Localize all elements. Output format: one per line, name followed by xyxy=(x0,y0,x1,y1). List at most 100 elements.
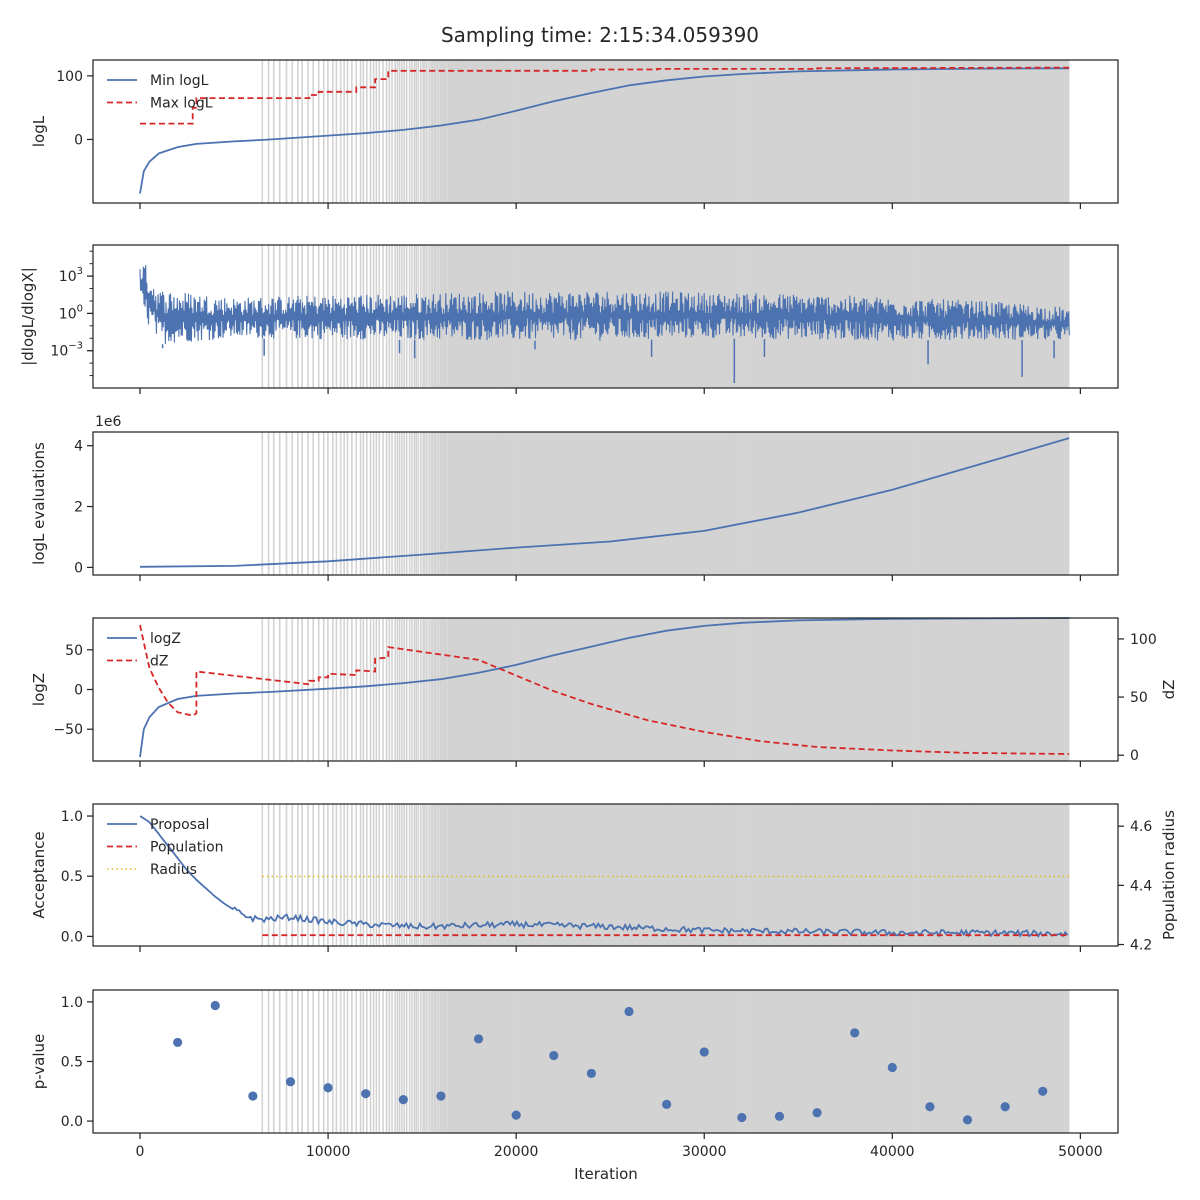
legend-label: Radius xyxy=(150,862,197,878)
shaded-region xyxy=(261,990,1070,1133)
y-tick-label: 10−3 xyxy=(50,341,83,360)
panel-5: 1.0 0.5 0.0 4.6 4.4 4.2 Acceptance Population r… xyxy=(30,803,1178,954)
y-offset-label: 1e6 xyxy=(95,414,122,430)
y-tick-label: 0.5 xyxy=(61,1055,83,1071)
x-ticks xyxy=(139,946,1082,952)
data-point xyxy=(511,1110,521,1120)
y-ticks: 1.0 0.5 0.0 xyxy=(61,809,93,945)
figure-title: Sampling time: 2:15:34.059390 xyxy=(441,23,759,47)
data-point xyxy=(925,1102,935,1112)
data-point xyxy=(887,1062,897,1073)
x-axis-label: Iteration xyxy=(574,1165,638,1183)
data-point xyxy=(586,1068,596,1079)
y-tick-label: 4 xyxy=(74,439,83,455)
y-tick-label: −50 xyxy=(53,722,83,738)
y-ticks-right: 4.6 4.4 4.2 xyxy=(1118,819,1152,954)
y-tick-label: 2 xyxy=(74,500,83,516)
legend-label: Max logL xyxy=(150,96,213,112)
legend: Proposal Population Radius xyxy=(107,817,224,878)
panel-1: 0 100 logL Min logL Max logL xyxy=(30,59,1119,209)
data-point xyxy=(774,1111,785,1121)
y-tick-label: 1.0 xyxy=(61,995,83,1011)
data-point xyxy=(248,1091,258,1101)
y-tick-label-right: 0 xyxy=(1130,748,1139,764)
panel-6: 0 10000 20000 30000 40000 50000 1.0 0.5 0.0 p-val… xyxy=(30,989,1119,1160)
y-tick-label: 0.0 xyxy=(61,929,83,945)
data-point xyxy=(173,1037,183,1048)
y-ticks-right: 100 50 0 xyxy=(1118,632,1157,764)
legend-label: Min logL xyxy=(150,73,209,89)
y-tick-label: 50 xyxy=(65,643,83,659)
x-tick-label: 40000 xyxy=(870,1144,915,1160)
x-ticks xyxy=(139,761,1082,767)
x-tick-label: 0 xyxy=(136,1144,145,1160)
y-ticks: 0 100 xyxy=(56,69,93,148)
data-point xyxy=(662,1099,672,1109)
shaded-region xyxy=(261,60,1070,203)
legend: logZ dZ xyxy=(107,631,181,670)
legend-label: logZ xyxy=(150,631,181,647)
legend-label: dZ xyxy=(150,654,168,670)
y-tick-label-right: 4.2 xyxy=(1130,938,1152,954)
panel-3: 0 2 4 1e6 logL evaluations xyxy=(30,414,1119,581)
data-point xyxy=(624,1006,634,1017)
y-axis-label-right: dZ xyxy=(1160,680,1178,700)
data-point xyxy=(737,1112,747,1123)
x-ticks xyxy=(139,203,1082,209)
y-tick-label-right: 50 xyxy=(1130,690,1148,706)
y-tick-label: 0 xyxy=(74,560,83,576)
y-axis-label: logL xyxy=(30,115,48,147)
panel-2: 103 100 10−3 |dlogL/dlogX| xyxy=(19,244,1119,394)
x-tick-label: 20000 xyxy=(494,1144,539,1160)
y-tick-label-right: 100 xyxy=(1130,632,1157,648)
y-axis-label: |dlogL/dlogX| xyxy=(19,267,37,366)
x-tick-label: 30000 xyxy=(682,1144,727,1160)
y-tick-label: 0 xyxy=(74,683,83,699)
data-point xyxy=(323,1083,333,1093)
x-tick-label: 10000 xyxy=(306,1144,351,1160)
axes-frame xyxy=(92,59,1119,204)
y-axis-label: logZ xyxy=(30,673,48,706)
y-ticks: 50 0 −50 xyxy=(53,643,93,738)
series-line xyxy=(139,264,1070,344)
y-axis-label: logL evaluations xyxy=(30,442,48,565)
data-point xyxy=(210,1000,220,1011)
series-line xyxy=(140,66,1070,125)
data-point xyxy=(436,1091,446,1101)
y-axis-label: p-value xyxy=(30,1034,48,1090)
x-ticks: 0 10000 20000 30000 40000 50000 xyxy=(136,1133,1103,1160)
legend-label: Population xyxy=(150,840,224,856)
y-ticks: 103 100 10−3 xyxy=(50,250,93,377)
data-point xyxy=(285,1077,296,1087)
data-point xyxy=(549,1050,559,1061)
shaded-region xyxy=(261,804,1070,946)
data-point xyxy=(473,1034,484,1044)
data-point xyxy=(1000,1102,1010,1112)
x-ticks xyxy=(139,388,1082,394)
y-tick-label: 0.5 xyxy=(61,869,83,885)
shaded-region xyxy=(261,432,1070,575)
y-axis-label: Acceptance xyxy=(30,831,48,918)
data-point xyxy=(1038,1086,1048,1096)
x-ticks xyxy=(139,575,1082,581)
y-tick-label: 100 xyxy=(59,303,83,322)
data-point xyxy=(850,1028,860,1038)
y-tick-label: 100 xyxy=(56,69,83,85)
data-point xyxy=(361,1089,371,1099)
y-axis-label-right: Population radius xyxy=(1160,810,1178,940)
data-point xyxy=(962,1115,973,1125)
data-point xyxy=(699,1047,709,1057)
series-line xyxy=(139,437,1070,568)
y-tick-label: 1.0 xyxy=(61,809,83,825)
y-tick-label-right: 4.4 xyxy=(1130,878,1152,894)
y-ticks: 1.0 0.5 0.0 xyxy=(61,995,93,1130)
y-tick-label: 0 xyxy=(74,132,83,148)
panel-4: 50 0 −50 100 50 0 logZ dZ logZ dZ xyxy=(30,617,1178,767)
data-point xyxy=(812,1108,822,1118)
axes-frame xyxy=(92,803,1119,947)
x-tick-label: 50000 xyxy=(1058,1144,1103,1160)
legend: Min logL Max logL xyxy=(107,73,213,112)
legend-label: Proposal xyxy=(150,817,209,833)
y-tick-label: 0.0 xyxy=(61,1114,83,1130)
